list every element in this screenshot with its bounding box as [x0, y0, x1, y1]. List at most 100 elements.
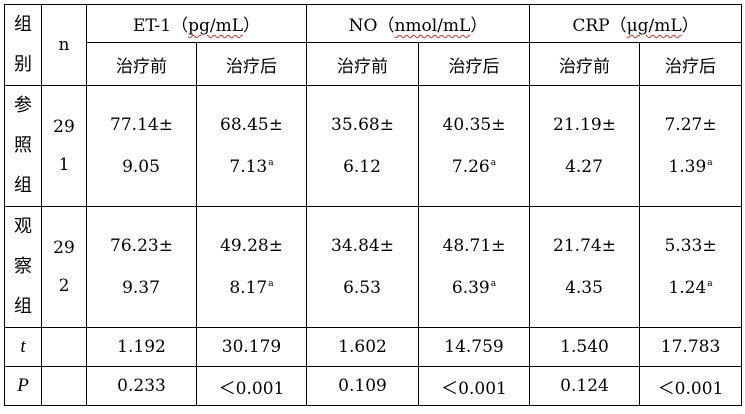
- value-cell: 48.71± 6.39a: [417, 206, 531, 328]
- empty-cell: [41, 327, 87, 367]
- group-char: 照: [14, 135, 32, 156]
- n-part: 29: [53, 238, 75, 258]
- mean-value: 68.45±: [220, 115, 283, 135]
- subheader-cell: 治疗前: [86, 42, 197, 86]
- value-cell: 40.35± 7.26a: [417, 85, 531, 207]
- n-cell: 29 2: [41, 206, 87, 328]
- value-cell: 68.45± 7.13a: [196, 85, 307, 207]
- mean-value: 5.33±: [664, 236, 717, 256]
- subheader-cell: 治疗后: [196, 42, 307, 86]
- stat-value: 1.192: [86, 327, 197, 367]
- mean-value: 48.71±: [442, 236, 506, 256]
- stat-value: 0.109: [306, 366, 419, 406]
- group-char: 参: [14, 95, 32, 116]
- value-cell: 76.23± 9.37: [86, 206, 197, 328]
- measure-paren: ）: [681, 16, 699, 37]
- value-cell: 7.27± 1.39a: [639, 85, 743, 207]
- measure-paren: ）: [243, 16, 261, 37]
- sd-value: 7.26: [451, 157, 490, 177]
- significance-mark: a: [490, 279, 497, 289]
- stat-label-t: t: [4, 327, 42, 367]
- value-cell: 77.14± 9.05: [86, 85, 197, 207]
- group-name-cell: 观 察 组: [4, 206, 42, 328]
- n-header-cell: n: [41, 4, 87, 86]
- stat-value: ＜0.001: [639, 366, 743, 406]
- value-cell: 34.84± 6.53: [306, 206, 419, 328]
- sd-value: 1.24: [668, 278, 707, 298]
- measure-label: CRP（: [572, 16, 627, 37]
- subheader-cell: 治疗后: [417, 42, 531, 86]
- significance-mark: a: [707, 158, 713, 168]
- subheader-cell: 治疗后: [639, 42, 743, 86]
- empty-cell: [41, 366, 87, 406]
- measure-header-et1: ET-1（pg/mL）: [86, 3, 307, 44]
- sd-value: 9.37: [122, 278, 160, 298]
- stat-label-p: P: [4, 366, 42, 406]
- mean-value: 76.23±: [110, 236, 173, 256]
- group-char: 组: [14, 296, 32, 317]
- group-char: 察: [14, 256, 32, 277]
- mean-value: 21.19±: [553, 115, 616, 135]
- sd-value: 4.27: [565, 157, 603, 177]
- comparison-table: 组 别 n ET-1（pg/mL） NO（nmol/mL） CRP（μg/mL）…: [4, 3, 743, 406]
- group-char: 组: [14, 175, 32, 196]
- mean-value: 21.74±: [553, 236, 616, 256]
- group-header-char: 别: [14, 54, 32, 75]
- mean-value: 49.28±: [220, 236, 283, 256]
- stat-value: ＜0.001: [196, 366, 307, 406]
- mean-value: 77.14±: [110, 115, 173, 135]
- stat-value: 17.783: [639, 327, 743, 367]
- value-cell: 49.28± 8.17a: [196, 206, 307, 328]
- table-row-p: P 0.233 ＜0.001 0.109 ＜0.001 0.124 ＜0.001: [4, 366, 743, 406]
- subheader-cell: 治疗前: [306, 42, 419, 86]
- stat-value: ＜0.001: [417, 366, 531, 406]
- header-row: 组 别 n ET-1（pg/mL） NO（nmol/mL） CRP（μg/mL）: [4, 3, 743, 86]
- n-cell: 29 1: [41, 85, 87, 207]
- measure-unit: nmol/mL: [394, 16, 471, 37]
- sd-value: 6.39: [451, 278, 490, 298]
- sd-value: 6.53: [343, 278, 381, 298]
- value-cell: 21.74± 4.35: [529, 206, 641, 328]
- significance-mark: a: [707, 279, 713, 289]
- mean-value: 40.35±: [442, 115, 506, 135]
- significance-mark: a: [490, 158, 497, 168]
- measure-label: ET-1（: [132, 16, 189, 37]
- sd-value: 8.17: [229, 278, 268, 298]
- significance-mark: a: [268, 279, 274, 289]
- n-part: 1: [58, 155, 70, 175]
- stat-value: 1.540: [529, 327, 641, 367]
- value-cell: 5.33± 1.24a: [639, 206, 743, 328]
- subheader-cell: 治疗前: [529, 42, 641, 86]
- table-row-observation-group: 观 察 组 29 2 76.23± 9.37 49.28± 8.17a 34.84±…: [4, 206, 743, 328]
- mean-value: 7.27±: [664, 115, 717, 135]
- measure-paren: ）: [470, 16, 488, 37]
- n-part: 29: [53, 117, 75, 137]
- group-name-cell: 参 照 组: [4, 85, 42, 207]
- sd-value: 1.39: [668, 157, 707, 177]
- stat-value: 0.233: [86, 366, 197, 406]
- measure-header-no: NO（nmol/mL）: [305, 3, 531, 44]
- measure-unit: pg/mL: [188, 16, 244, 37]
- value-cell: 35.68± 6.12: [306, 85, 419, 207]
- sd-value: 6.12: [343, 157, 381, 177]
- subheader-row: 治疗前 治疗后 治疗前 治疗后 治疗前 治疗后: [5, 42, 743, 86]
- stat-value: 1.602: [306, 327, 419, 367]
- mean-value: 35.68±: [331, 115, 394, 135]
- value-cell: 21.19± 4.27: [529, 85, 641, 207]
- stat-value: 14.759: [417, 327, 531, 367]
- stat-value: 30.179: [196, 327, 307, 367]
- mean-value: 34.84±: [331, 236, 394, 256]
- n-part: 2: [58, 276, 70, 296]
- measure-unit: μg/mL: [626, 16, 682, 37]
- table-row-reference-group: 参 照 组 29 1 77.14± 9.05 68.45± 7.13a 35.68±…: [4, 85, 743, 207]
- measure-label: NO（: [348, 16, 395, 37]
- measure-header-crp: CRP（μg/mL）: [529, 3, 743, 44]
- significance-mark: a: [268, 158, 274, 168]
- group-header-cell: 组 别: [4, 4, 42, 86]
- sd-value: 7.13: [229, 157, 268, 177]
- stat-value: 0.124: [529, 366, 641, 406]
- group-header-char: 组: [14, 14, 32, 35]
- sd-value: 9.05: [122, 157, 160, 177]
- table-row-t: t 1.192 30.179 1.602 14.759 1.540 17.783: [4, 327, 743, 367]
- sd-value: 4.35: [565, 278, 603, 298]
